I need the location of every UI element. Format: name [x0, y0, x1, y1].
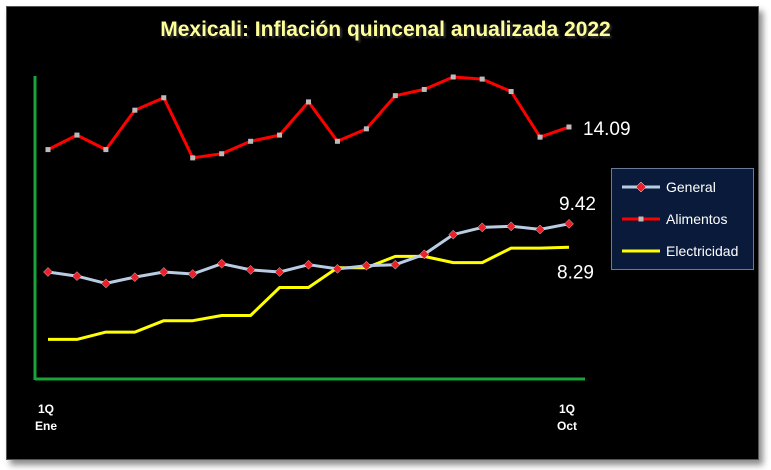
- data-point-alimentos: [334, 138, 340, 144]
- legend-swatch-alimentos: [622, 216, 660, 222]
- data-point-alimentos: [363, 126, 369, 132]
- data-point-alimentos: [479, 76, 485, 82]
- data-point-general: [390, 259, 401, 270]
- series-line-general: [47, 222, 570, 285]
- legend-label-alimentos: Alimentos: [666, 211, 728, 227]
- legend-swatch-electricidad: [622, 249, 660, 253]
- x-tick-label: Ene: [35, 419, 57, 433]
- legend-item-alimentos: Alimentos: [620, 209, 754, 229]
- data-point-alimentos: [132, 107, 138, 113]
- data-point-alimentos: [45, 147, 51, 153]
- x-tick-label: 1Q: [38, 402, 54, 416]
- end-label-electricidad: 8.29: [557, 262, 594, 283]
- data-point-alimentos: [392, 93, 398, 99]
- legend: General Alimentos Electricidad: [611, 168, 754, 270]
- data-point-general: [361, 260, 372, 271]
- legend-item-general: General: [620, 177, 754, 197]
- data-point-general: [245, 265, 256, 275]
- series-line-electricidad: [48, 245, 570, 341]
- data-point-general: [187, 269, 198, 279]
- data-point-general: [72, 271, 82, 281]
- x-tick-label: Oct: [557, 419, 577, 433]
- data-point-alimentos: [190, 155, 196, 161]
- series-line-alimentos: [47, 75, 570, 160]
- data-point-general: [130, 272, 140, 282]
- data-point-general: [506, 221, 516, 232]
- legend-item-electricidad: Electricidad: [620, 241, 754, 261]
- data-point-general: [43, 267, 53, 277]
- x-tick-label: 1Q: [559, 402, 575, 416]
- tick-labels: 1Q Ene 1Q Oct: [35, 402, 577, 433]
- data-point-alimentos: [161, 95, 167, 101]
- data-point-alimentos: [74, 132, 80, 138]
- data-point-general: [216, 258, 227, 269]
- data-point-alimentos: [450, 74, 456, 80]
- end-label-general: 9.42: [559, 194, 596, 215]
- data-point-general: [535, 224, 545, 235]
- data-point-general: [419, 249, 430, 260]
- data-point-general: [303, 259, 314, 270]
- data-point-alimentos: [248, 138, 254, 144]
- end-label-alimentos: 14.09: [583, 119, 631, 140]
- data-point-general: [332, 264, 343, 274]
- data-point-general: [564, 219, 574, 229]
- data-point-alimentos: [508, 89, 514, 95]
- data-point-general: [101, 278, 111, 289]
- data-point-alimentos: [566, 124, 572, 130]
- series-layer: [43, 74, 574, 341]
- chart-title: Mexicali: Inflación quincenal anualizada…: [160, 18, 611, 41]
- data-point-alimentos: [537, 134, 543, 140]
- data-point-alimentos: [306, 99, 311, 105]
- legend-swatch-general: [622, 181, 660, 193]
- data-point-general: [448, 229, 459, 240]
- data-point-alimentos: [103, 147, 109, 153]
- legend-label-electricidad: Electricidad: [666, 243, 739, 259]
- end-labels: 14.09 9.42 8.29: [557, 119, 631, 283]
- data-point-alimentos: [219, 151, 225, 157]
- data-point-alimentos: [421, 86, 427, 92]
- data-point-general: [477, 222, 487, 233]
- data-point-general: [274, 267, 285, 277]
- legend-label-general: General: [666, 179, 716, 195]
- data-point-general: [158, 267, 169, 277]
- data-point-alimentos: [277, 132, 283, 138]
